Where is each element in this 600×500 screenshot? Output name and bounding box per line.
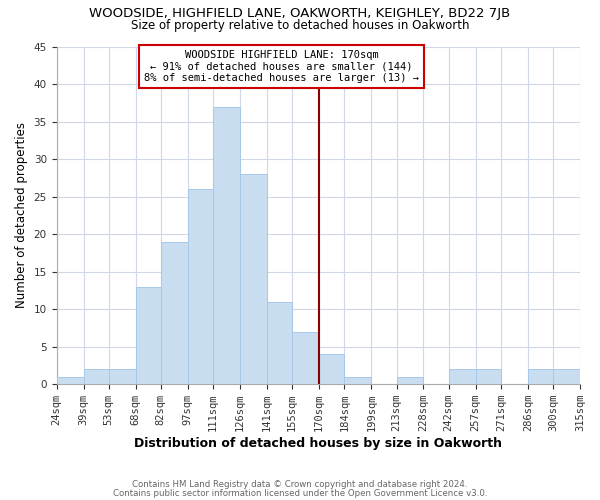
Bar — [528, 369, 553, 384]
Bar — [476, 369, 501, 384]
Bar — [136, 286, 161, 384]
Bar — [397, 376, 424, 384]
Y-axis label: Number of detached properties: Number of detached properties — [15, 122, 28, 308]
Bar — [344, 376, 371, 384]
Bar — [83, 369, 109, 384]
Text: Size of property relative to detached houses in Oakworth: Size of property relative to detached ho… — [131, 19, 469, 32]
Bar — [109, 369, 136, 384]
X-axis label: Distribution of detached houses by size in Oakworth: Distribution of detached houses by size … — [134, 437, 502, 450]
Bar — [188, 189, 213, 384]
Text: WOODSIDE HIGHFIELD LANE: 170sqm
← 91% of detached houses are smaller (144)
8% of: WOODSIDE HIGHFIELD LANE: 170sqm ← 91% of… — [144, 50, 419, 83]
Bar — [292, 332, 319, 384]
Bar — [553, 369, 580, 384]
Bar — [213, 106, 240, 384]
Bar — [56, 376, 83, 384]
Bar — [240, 174, 267, 384]
Text: Contains HM Land Registry data © Crown copyright and database right 2024.: Contains HM Land Registry data © Crown c… — [132, 480, 468, 489]
Bar — [449, 369, 476, 384]
Bar — [319, 354, 344, 384]
Bar — [161, 242, 188, 384]
Text: WOODSIDE, HIGHFIELD LANE, OAKWORTH, KEIGHLEY, BD22 7JB: WOODSIDE, HIGHFIELD LANE, OAKWORTH, KEIG… — [89, 8, 511, 20]
Bar — [267, 302, 292, 384]
Text: Contains public sector information licensed under the Open Government Licence v3: Contains public sector information licen… — [113, 488, 487, 498]
